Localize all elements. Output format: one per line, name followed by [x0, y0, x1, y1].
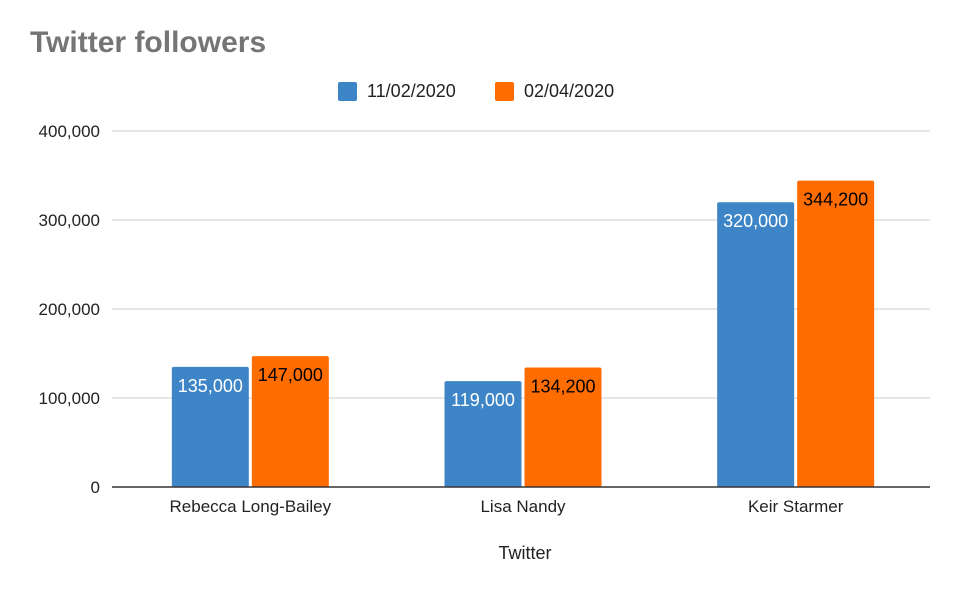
bar-value-label: 119,000	[451, 390, 515, 410]
y-axis-ticks: 0 100,000 200,000 300,000 400,000	[39, 122, 100, 497]
x-axis-title: Twitter	[498, 543, 551, 563]
bar-value-label: 320,000	[723, 211, 788, 231]
y-tick-label: 0	[91, 478, 100, 497]
y-tick-label: 100,000	[39, 389, 100, 408]
x-tick-label: Lisa Nandy	[480, 497, 566, 516]
x-tick-label: Rebecca Long-Bailey	[170, 497, 332, 516]
bar[interactable]	[171, 366, 249, 487]
bar[interactable]	[524, 367, 602, 487]
bar[interactable]	[797, 180, 875, 488]
bar-value-label: 135,000	[178, 376, 243, 396]
legend-label: 02/04/2020	[524, 81, 614, 101]
legend-swatch	[495, 82, 514, 101]
legend-swatch	[338, 82, 357, 101]
legend-label: 11/02/2020	[367, 81, 456, 101]
bar[interactable]	[444, 381, 522, 487]
x-tick-label: Keir Starmer	[748, 497, 844, 516]
bar[interactable]	[251, 356, 329, 487]
y-tick-label: 300,000	[39, 211, 100, 230]
bar-value-label: 134,200	[530, 377, 595, 397]
data-labels: 135,000 147,000 119,000 134,200 320,000 344,2…	[178, 190, 868, 410]
bar[interactable]	[717, 202, 795, 487]
legend[interactable]: 11/02/2020 02/04/2020	[338, 81, 614, 101]
bar-value-label: 344,200	[803, 190, 868, 210]
bar-value-label: 147,000	[258, 365, 323, 385]
y-tick-label: 400,000	[39, 122, 100, 141]
x-axis-ticks: Rebecca Long-Bailey Lisa Nandy Keir Starme…	[170, 497, 844, 516]
chart-title: Twitter followers	[30, 26, 267, 59]
bars	[171, 180, 875, 488]
y-tick-label: 200,000	[39, 300, 100, 319]
